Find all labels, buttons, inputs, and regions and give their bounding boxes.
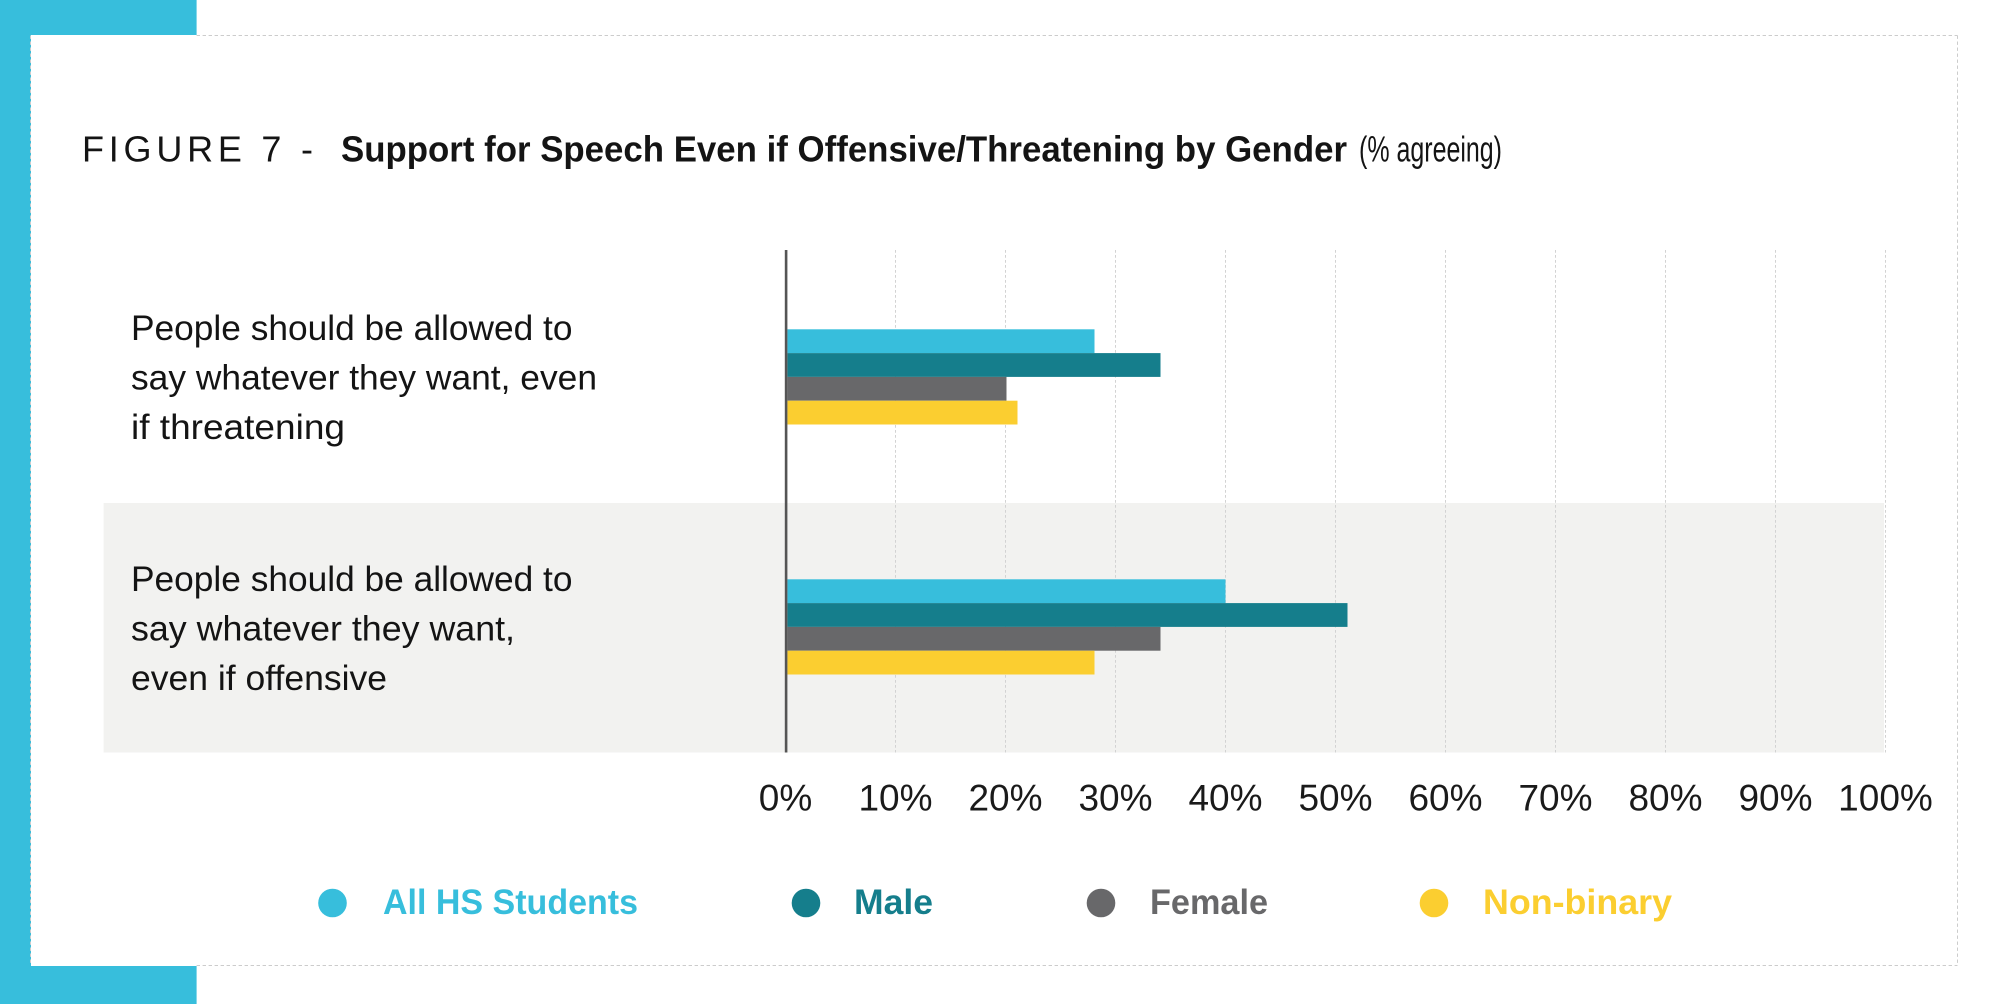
- svg-text:0%: 0%: [759, 778, 812, 819]
- svg-text:say whatever they want,: say whatever they want,: [131, 610, 515, 649]
- svg-text:say whatever they want, even: say whatever they want, even: [131, 359, 597, 398]
- svg-text:if threatening: if threatening: [131, 408, 345, 447]
- svg-text:60%: 60%: [1408, 778, 1482, 819]
- svg-text:70%: 70%: [1518, 778, 1592, 819]
- svg-text:People should be allowed to: People should be allowed to: [131, 309, 573, 348]
- svg-text:40%: 40%: [1188, 778, 1262, 819]
- svg-text:Female: Female: [1150, 883, 1268, 922]
- svg-text:20%: 20%: [968, 778, 1042, 819]
- svg-text:Non-binary: Non-binary: [1483, 883, 1673, 922]
- svg-text:50%: 50%: [1298, 778, 1372, 819]
- svg-text:even if offensive: even if offensive: [131, 659, 387, 698]
- svg-text:FIGURE 7 -Support for Speech E: FIGURE 7 - Support for Speech Even if Off…: [82, 129, 1502, 170]
- svg-text:Male: Male: [854, 883, 933, 922]
- svg-text:80%: 80%: [1628, 778, 1702, 819]
- svg-text:100%: 100%: [1838, 778, 1933, 819]
- svg-text:90%: 90%: [1738, 778, 1812, 819]
- svg-text:30%: 30%: [1078, 778, 1152, 819]
- svg-text:10%: 10%: [858, 778, 932, 819]
- svg-text:All HS Students: All HS Students: [383, 883, 638, 922]
- svg-text:People should be allowed to: People should be allowed to: [131, 560, 573, 599]
